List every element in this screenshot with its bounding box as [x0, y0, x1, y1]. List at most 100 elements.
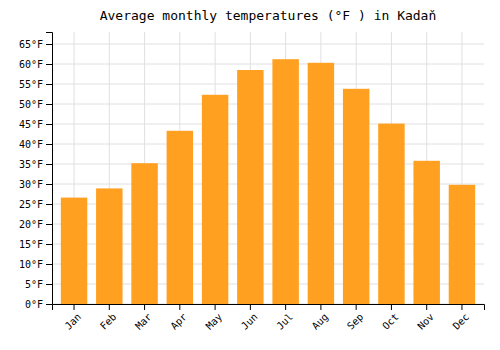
- chart: 0°F5°F10°F15°F20°F25°F30°F35°F40°F45°F50…: [0, 0, 500, 350]
- x-tick-mark: [391, 304, 392, 310]
- x-tick-label: Sep: [345, 311, 366, 332]
- y-tick-label: 35°F: [19, 159, 43, 170]
- y-grid-line: [52, 104, 484, 105]
- x-tick-mark: [179, 304, 180, 310]
- x-tick: Apr: [168, 304, 189, 332]
- grid: [52, 32, 484, 304]
- bar: [272, 59, 298, 304]
- y-grid-line: [52, 64, 484, 65]
- y-tick-mark: [46, 84, 52, 85]
- x-tick: Sep: [345, 304, 366, 332]
- x-tick-mark: [356, 304, 357, 310]
- bar: [343, 89, 369, 304]
- y-tick-mark: [46, 44, 52, 45]
- y-tick-label: 5°F: [25, 279, 43, 290]
- y-grid-line: [52, 84, 484, 85]
- x-tick-mark: [144, 304, 145, 310]
- y-tick: 65°F: [19, 39, 52, 50]
- bar: [202, 95, 228, 304]
- y-grid-line: [52, 44, 484, 45]
- x-tick-label: Mar: [133, 311, 154, 332]
- y-tick: 35°F: [19, 159, 52, 170]
- bars: [61, 59, 475, 304]
- y-tick-mark: [46, 304, 52, 305]
- y-tick-mark: [46, 124, 52, 125]
- x-tick-label: Feb: [98, 311, 119, 332]
- bar: [378, 124, 404, 304]
- y-tick: 55°F: [19, 79, 52, 90]
- bar: [449, 185, 475, 304]
- x-tick-label: May: [204, 311, 225, 332]
- y-tick-label: 55°F: [19, 79, 43, 90]
- x-tick-mark: [426, 304, 427, 310]
- title: Average monthly temperatures (°F ) in Ka…: [100, 8, 437, 23]
- y-tick: 0°F: [25, 299, 52, 310]
- x-tick: Dec: [451, 304, 472, 332]
- y-tick-label: 50°F: [19, 99, 43, 110]
- x-axis-line: [53, 305, 485, 311]
- y-grid-line: [52, 124, 484, 125]
- x-tick: Jan: [63, 304, 84, 332]
- y-tick-label: 60°F: [19, 59, 43, 70]
- y-tick: 25°F: [19, 199, 52, 210]
- bar: [413, 161, 439, 304]
- y-tick-mark: [46, 144, 52, 145]
- y-tick: 30°F: [19, 179, 52, 190]
- y-tick-label: 10°F: [19, 259, 43, 270]
- x-tick-label: Jul: [274, 311, 295, 332]
- y-tick: 50°F: [19, 99, 52, 110]
- y-tick: 15°F: [19, 239, 52, 250]
- x-tick-label: Apr: [168, 311, 189, 332]
- y-tick-mark: [46, 284, 52, 285]
- y-tick-mark: [46, 224, 52, 225]
- y-tick: 40°F: [19, 139, 52, 150]
- bar: [61, 198, 87, 304]
- x-tick-mark: [215, 304, 216, 310]
- y-tick: 20°F: [19, 219, 52, 230]
- x-tick-mark: [320, 304, 321, 310]
- bar: [131, 163, 157, 304]
- y-tick: 10°F: [19, 259, 52, 270]
- y-tick-label: 15°F: [19, 239, 43, 250]
- bar: [237, 70, 263, 304]
- x-tick-label: Jun: [239, 311, 260, 332]
- x-tick: Jul: [274, 304, 295, 332]
- x-tick-mark: [74, 304, 75, 310]
- x-tick-mark: [250, 304, 251, 310]
- bar: [167, 131, 193, 304]
- y-tick-mark: [46, 184, 52, 185]
- y-axis: 0°F5°F10°F15°F20°F25°F30°F35°F40°F45°F50…: [19, 33, 53, 310]
- bar: [308, 63, 334, 304]
- x-tick: Mar: [133, 304, 154, 332]
- y-tick-mark: [46, 244, 52, 245]
- x-tick: Feb: [98, 304, 119, 332]
- y-tick-label: 30°F: [19, 179, 43, 190]
- y-grid-line: [52, 144, 484, 145]
- bar: [96, 188, 122, 304]
- x-tick: Jun: [239, 304, 260, 332]
- x-tick-mark: [285, 304, 286, 310]
- x-axis: Jan Feb Mar Apr May Jun Jul Aug Sep Oct Nov Dec: [53, 304, 485, 332]
- x-tick-mark: [461, 304, 462, 310]
- x-tick-label: Aug: [310, 311, 331, 332]
- y-tick-mark: [46, 204, 52, 205]
- x-tick: Aug: [310, 304, 331, 332]
- x-tick: Nov: [415, 304, 436, 332]
- y-tick: 5°F: [25, 279, 52, 290]
- y-axis-line: [46, 33, 53, 305]
- y-tick: 60°F: [19, 59, 52, 70]
- x-tick-label: Dec: [451, 311, 472, 332]
- y-tick-label: 40°F: [19, 139, 43, 150]
- y-tick-label: 20°F: [19, 219, 43, 230]
- x-tick: May: [204, 304, 225, 332]
- x-tick-mark: [109, 304, 110, 310]
- y-tick-mark: [46, 164, 52, 165]
- y-tick-label: 65°F: [19, 39, 43, 50]
- y-tick-mark: [46, 64, 52, 65]
- y-tick-label: 25°F: [19, 199, 43, 210]
- y-tick-mark: [46, 104, 52, 105]
- x-tick: Oct: [380, 304, 401, 332]
- x-tick-label: Nov: [415, 311, 436, 332]
- x-tick-label: Jan: [63, 311, 84, 332]
- y-tick-mark: [46, 264, 52, 265]
